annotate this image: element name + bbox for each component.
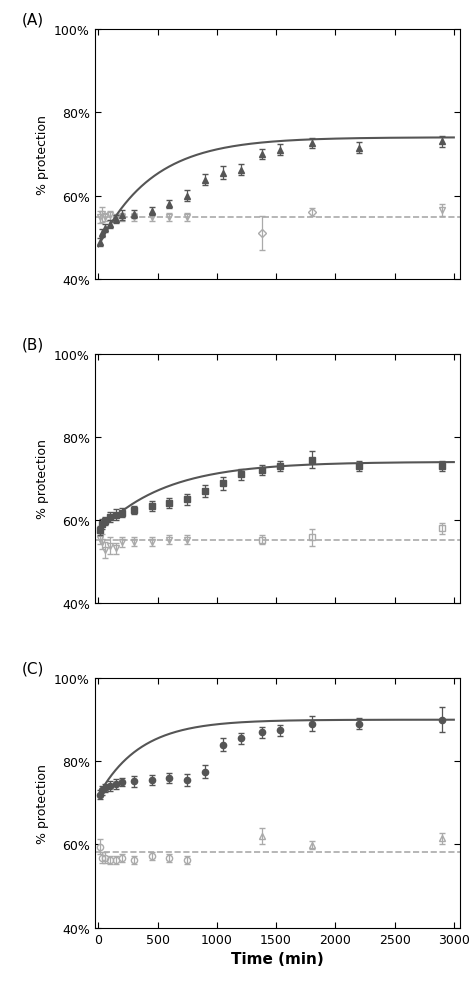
Text: (C): (C) [22,661,44,676]
Y-axis label: % protection: % protection [36,439,48,519]
Y-axis label: % protection: % protection [36,763,48,843]
X-axis label: Time (min): Time (min) [231,951,324,966]
Text: (A): (A) [22,13,44,28]
Y-axis label: % protection: % protection [36,115,48,195]
Text: (B): (B) [22,337,44,352]
